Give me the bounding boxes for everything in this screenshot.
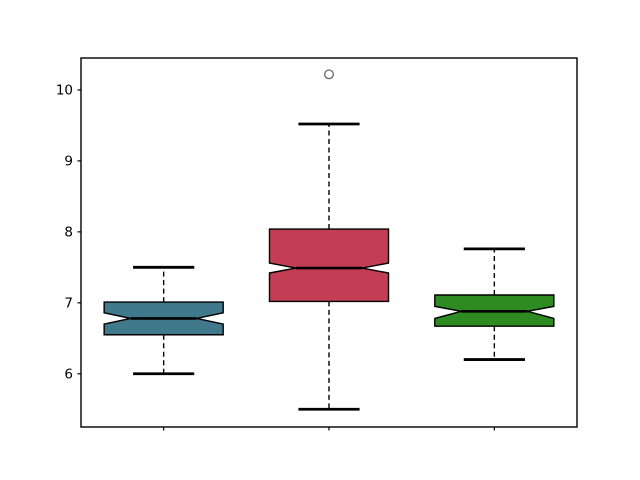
y-axis-tick-label: 10 (56, 83, 73, 99)
y-axis-tick-label: 6 (64, 367, 73, 383)
y-axis-tick-label: 8 (64, 225, 73, 241)
box-2-outlier-marker (324, 69, 334, 80)
axes-spines (80, 57, 578, 428)
y-axis-tick-label: 9 (64, 154, 73, 170)
y-axis-tick-label: 7 (64, 296, 73, 312)
box-2-body (268, 228, 390, 303)
